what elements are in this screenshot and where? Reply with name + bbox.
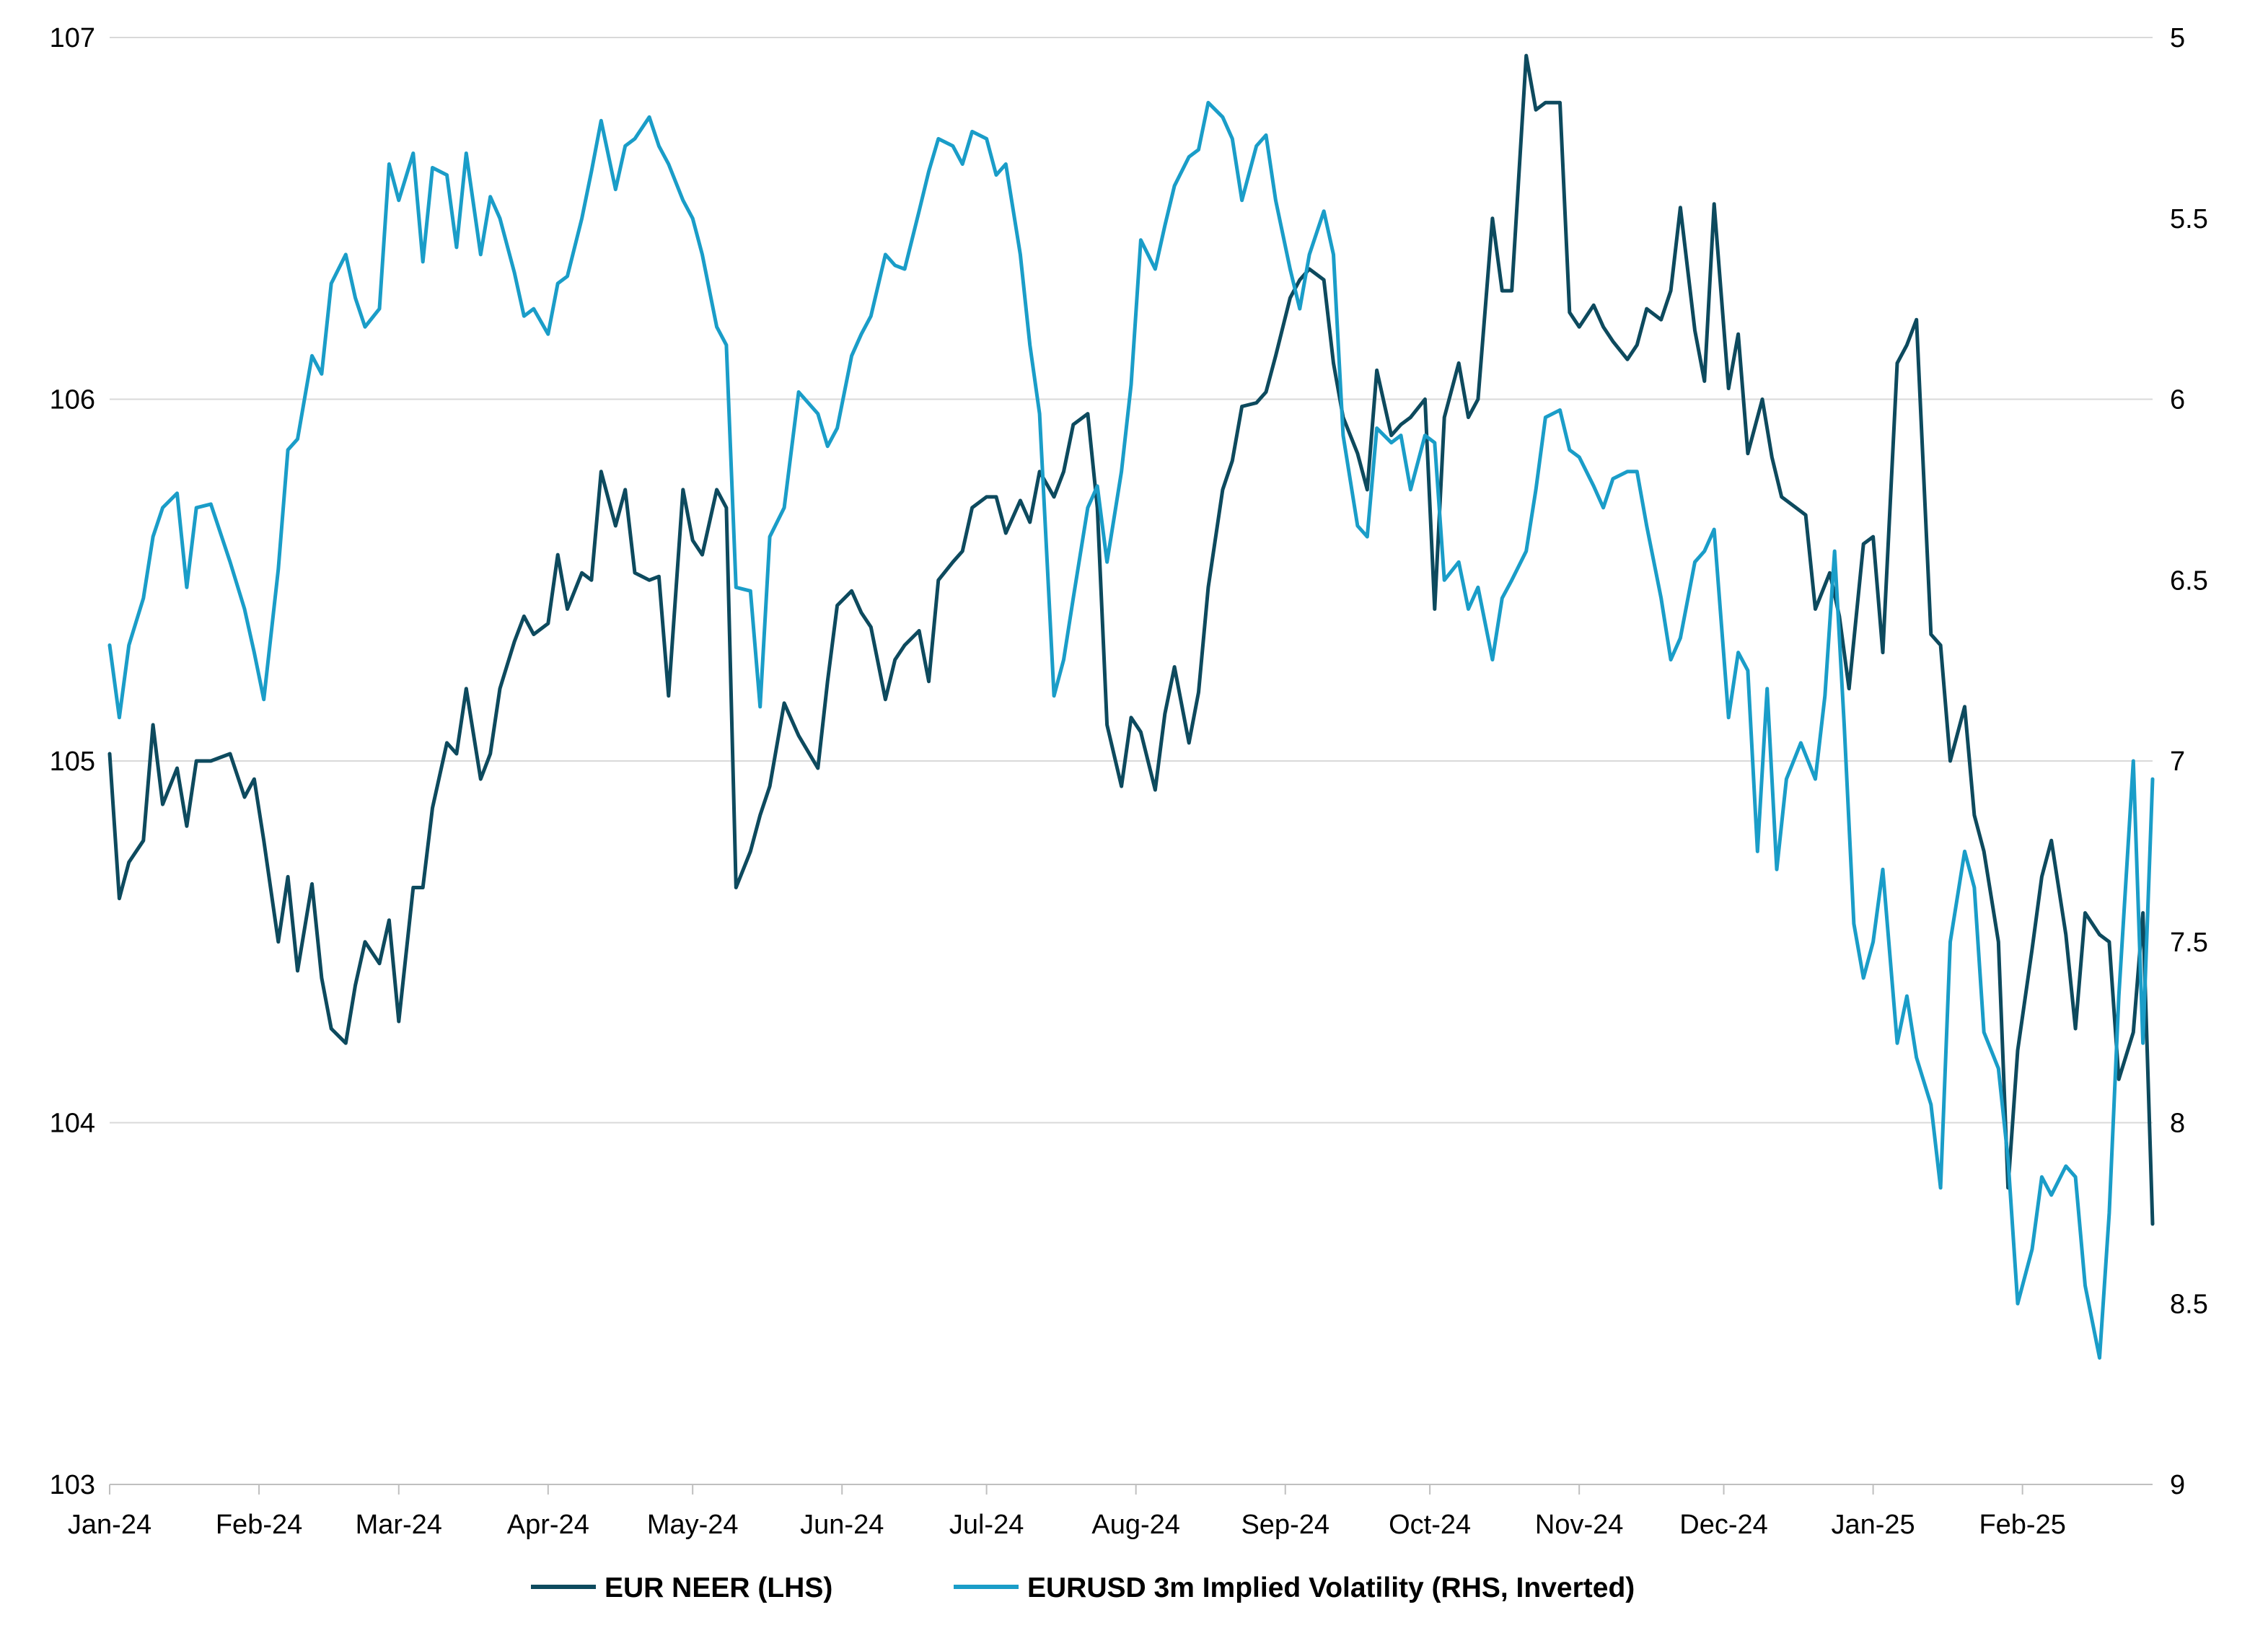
y-right-tick-label: 7 [2170, 747, 2185, 777]
legend-item-eurusd-implied-vol: EURUSD 3m Implied Volatility (RHS, Inver… [954, 1572, 1635, 1603]
y-right-tick-label: 8 [2170, 1109, 2185, 1139]
y-left-tick-label: 107 [50, 23, 95, 53]
y-left-tick-label: 103 [50, 1470, 95, 1500]
legend-label: EURUSD 3m Implied Volatility (RHS, Inver… [1027, 1572, 1635, 1603]
y-right-tick-label: 9 [2170, 1470, 2185, 1500]
y-right-tick-label: 5 [2170, 23, 2185, 53]
series-lines [107, 53, 2155, 1360]
x-tick-label: Jan-25 [1832, 1510, 1915, 1540]
x-tick-label: Jan-24 [68, 1510, 151, 1540]
x-tick-label: Jun-24 [800, 1510, 884, 1540]
series-line-eurusd-implied-vol [107, 100, 2155, 1360]
axes: 103 104 105 106 107 5 5.5 6 6.5 7 7.5 8 8.5 9 Jan-24 Fe… [50, 23, 2208, 1540]
x-tick-label: Mar-24 [356, 1510, 442, 1540]
x-tick-label: Dec-24 [1679, 1510, 1768, 1540]
y-right-tick-label: 5.5 [2170, 204, 2208, 234]
x-tick-label: Apr-24 [507, 1510, 589, 1540]
x-tick-label: May-24 [647, 1510, 739, 1540]
x-tick-label: Aug-24 [1091, 1510, 1180, 1540]
y-left-tick-label: 106 [50, 385, 95, 415]
x-tick-label: Feb-24 [216, 1510, 302, 1540]
y-right-tick-label: 6 [2170, 385, 2185, 415]
legend: EUR NEER (LHS) EURUSD 3m Implied Volatili… [531, 1572, 1635, 1603]
x-tick-label: Oct-24 [1389, 1510, 1471, 1540]
x-tick-label: Feb-25 [1979, 1510, 2065, 1540]
legend-item-eur-neer: EUR NEER (LHS) [531, 1572, 832, 1603]
series-line-eur-neer [107, 53, 2155, 1226]
y-left-tick-label: 105 [50, 747, 95, 777]
x-tick-label: Nov-24 [1535, 1510, 1624, 1540]
y-right-tick-label: 8.5 [2170, 1289, 2208, 1319]
legend-label: EUR NEER (LHS) [605, 1572, 832, 1603]
y-right-tick-label: 7.5 [2170, 928, 2208, 958]
x-tick-label: Sep-24 [1241, 1510, 1329, 1540]
x-tick-label: Jul-24 [949, 1510, 1024, 1540]
y-left-tick-label: 104 [50, 1109, 95, 1139]
y-right-tick-label: 6.5 [2170, 565, 2208, 596]
